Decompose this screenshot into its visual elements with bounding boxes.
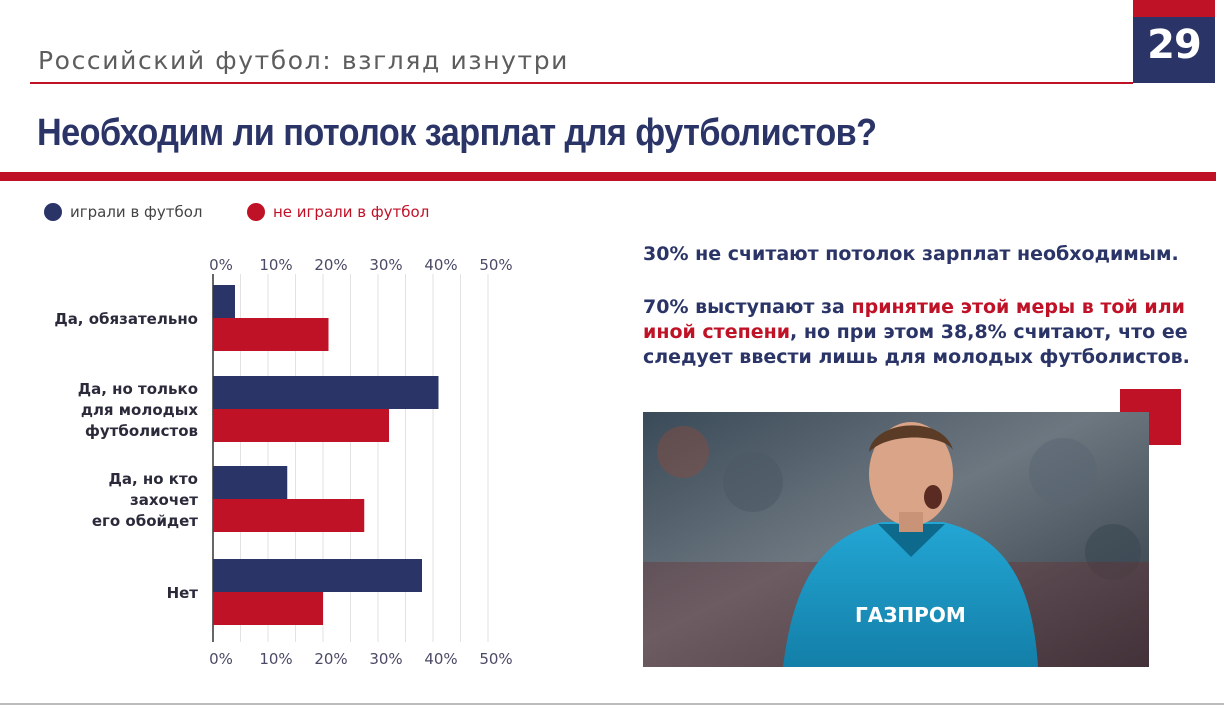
chart-tick-label-bottom: 0% xyxy=(209,650,233,668)
legend-dot-red-icon xyxy=(247,203,265,221)
bottom-divider xyxy=(0,703,1224,705)
page-number: 29 xyxy=(1147,22,1202,68)
chart-tick-label-top: 30% xyxy=(369,256,402,274)
legend-label-not-played: не играли в футбол xyxy=(273,203,430,221)
chart-tick-label-top: 0% xyxy=(209,256,233,274)
legend-item-played: играли в футбол xyxy=(44,201,203,223)
bar-not-played xyxy=(213,409,389,442)
chart-category-label-line: его обойдет xyxy=(92,512,198,530)
salary-cap-bar-chart: 0% 0% 10% 10% 20% 20% 30% 30% 40% 40% 50% 50% Да, об… xyxy=(54,256,512,668)
bar-not-played xyxy=(213,592,323,625)
chart-category-label: Да, но только для молодых футболистов xyxy=(78,380,199,440)
chart-category-label-line: Да, но кто xyxy=(109,470,198,488)
chart-category-label-line: футболистов xyxy=(85,422,198,440)
chart-tick-label-top: 40% xyxy=(424,256,457,274)
chart-category-label: Да, но кто захочет его обойдет xyxy=(92,470,198,530)
finding-support-lead: 70% выступают за xyxy=(643,296,852,318)
legend-item-not-played: не играли в футбол xyxy=(247,201,429,223)
bar-not-played xyxy=(213,318,329,351)
legend-dot-navy-icon xyxy=(44,203,62,221)
chart-category-label-line: Да, обязательно xyxy=(54,310,198,328)
shirt-sponsor-text: ГАЗПРОМ xyxy=(855,603,966,627)
page-number-accent xyxy=(1133,0,1215,17)
chart-category-label: Нет xyxy=(167,584,199,602)
bar-played xyxy=(213,466,288,499)
chart-tick-label-bottom: 20% xyxy=(314,650,347,668)
bar-played xyxy=(213,376,439,409)
bar-not-played xyxy=(213,499,365,532)
bar-played xyxy=(213,285,235,318)
report-subtitle: Российский футбол: взгляд изнутри xyxy=(38,46,570,75)
chart-tick-label-top: 50% xyxy=(479,256,512,274)
finding-support-highlight: принятие этой меры в той или иной степен… xyxy=(643,296,1185,343)
finding-support: 70% выступают за принятие этой меры в то… xyxy=(643,295,1203,370)
football-player-photo: ГАЗПРОМ xyxy=(643,412,1149,667)
chart-category-label: Да, обязательно xyxy=(54,310,198,328)
subtitle-divider xyxy=(30,82,1133,84)
chart-tick-label-bottom: 30% xyxy=(369,650,402,668)
chart-category-label-line: для молодых xyxy=(81,401,198,419)
bar-played xyxy=(213,559,422,592)
chart-tick-label-top: 20% xyxy=(314,256,347,274)
chart-category-label-line: захочет xyxy=(130,491,198,509)
chart-tick-label-bottom: 50% xyxy=(479,650,512,668)
chart-tick-label-bottom: 40% xyxy=(424,650,457,668)
chart-tick-label-bottom: 10% xyxy=(259,650,292,668)
chart-category-label-line: Да, но только xyxy=(78,380,198,398)
chart-tick-label-top: 10% xyxy=(259,256,292,274)
title-divider xyxy=(0,172,1216,181)
finding-not-necessary: 30% не считают потолок зарплат необходим… xyxy=(643,243,1179,265)
legend-label-played: играли в футбол xyxy=(70,203,203,221)
page-title: Необходим ли потолок зарплат для футболи… xyxy=(37,112,877,154)
finding-support-tail: , но при этом 38,8% считают, что ее след… xyxy=(643,321,1190,368)
chart-category-label-line: Нет xyxy=(167,584,199,602)
